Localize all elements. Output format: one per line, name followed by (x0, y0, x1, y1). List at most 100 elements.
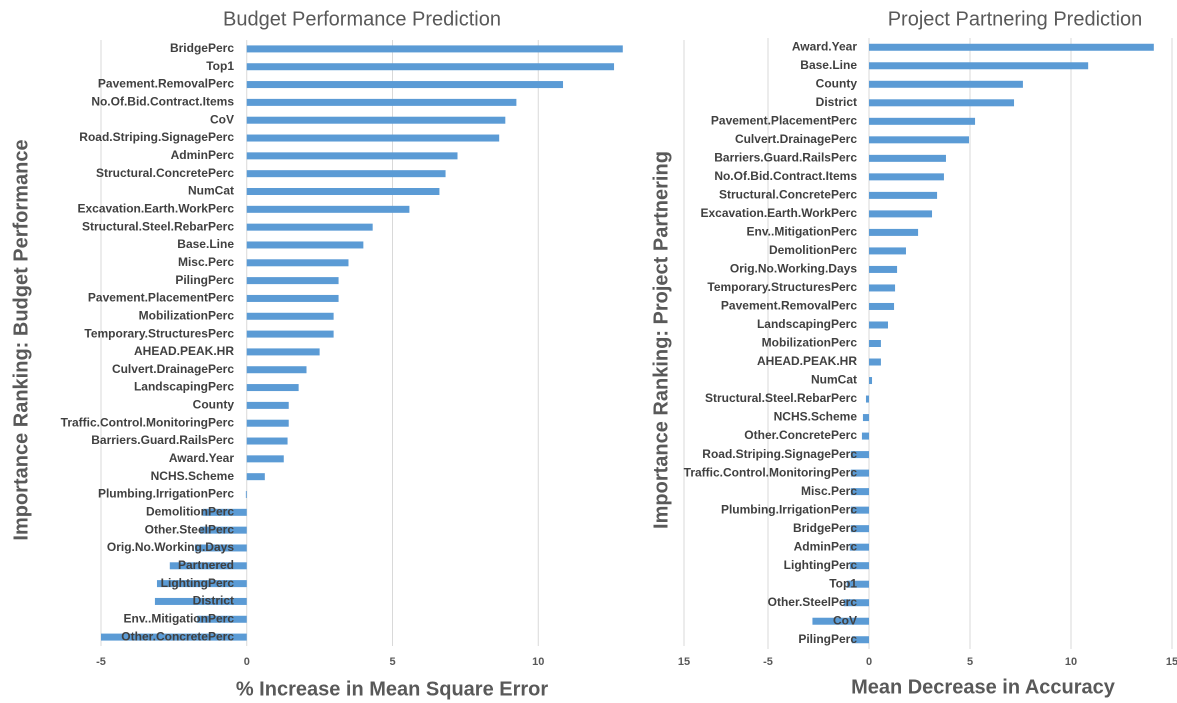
bar (245, 491, 247, 498)
x-tick-label: 5 (967, 656, 973, 668)
category-label: LandscapingPerc (757, 317, 857, 331)
category-label: Misc.Perc (178, 255, 234, 269)
bar (869, 173, 944, 181)
bar (869, 228, 919, 236)
category-label: Traffic.Control.MonitoringPerc (684, 465, 858, 479)
category-label: District (816, 95, 857, 109)
category-label: Env..MitigationPerc (747, 225, 858, 239)
bar (869, 247, 906, 255)
bar (869, 210, 933, 218)
x-tick-label: 5 (389, 656, 395, 668)
bar (246, 223, 373, 231)
category-label: Top1 (829, 576, 857, 590)
x-tick-label: 15 (678, 656, 690, 668)
category-label: Pavement.PlacementPerc (711, 113, 857, 127)
category-label: Structural.Steel.RebarPerc (705, 391, 857, 405)
bar (246, 384, 299, 392)
bar (869, 265, 898, 273)
bar (862, 414, 869, 422)
category-label: LandscapingPerc (134, 380, 234, 394)
x-axis-title: % Increase in Mean Square Error (236, 678, 549, 700)
category-label: Traffic.Control.MonitoringPerc (61, 415, 235, 429)
bar (246, 98, 517, 106)
bar (246, 45, 623, 53)
category-label: Excavation.Earth.WorkPerc (77, 201, 234, 215)
category-label: Barriers.Guard.RailsPerc (714, 151, 857, 165)
bar (869, 43, 1154, 51)
bar (197, 615, 247, 623)
x-tick-label: 0 (866, 656, 872, 668)
bar (203, 508, 247, 516)
bar (869, 321, 888, 329)
category-label: AHEAD.PEAK.HR (134, 344, 234, 358)
bar (865, 395, 869, 403)
x-tick-label: 10 (1065, 656, 1077, 668)
category-label: Other.ConcretePerc (744, 428, 857, 442)
category-label: LightingPerc (161, 576, 235, 590)
bar (850, 451, 869, 459)
bar (849, 543, 869, 551)
bar (246, 348, 320, 356)
bar (246, 188, 440, 195)
category-label: Structural.ConcretePerc (96, 166, 234, 180)
bar (861, 432, 869, 440)
category-label: LightingPerc (784, 558, 858, 572)
category-label: DemolitionPerc (146, 504, 234, 518)
x-tick-label: -5 (763, 656, 773, 668)
bar (246, 116, 506, 124)
bar (246, 134, 500, 142)
y-axis-title: Importance Ranking: Project Partnering (650, 151, 672, 529)
category-label: NCHS.Scheme (151, 469, 235, 483)
category-label: PilingPerc (798, 632, 857, 646)
category-label: District (193, 594, 234, 608)
bar (869, 154, 946, 162)
bar (246, 170, 446, 178)
bar (246, 437, 288, 445)
category-label: BridgePerc (170, 41, 234, 55)
category-label: AdminPerc (171, 148, 235, 162)
category-label: Pavement.PlacementPerc (88, 291, 234, 305)
bar (869, 62, 1089, 70)
bar (812, 617, 869, 625)
bar (246, 277, 339, 285)
bar (246, 366, 307, 374)
category-label: Pavement.RemovalPerc (98, 77, 234, 91)
x-tick-label: 0 (244, 656, 250, 668)
bar (869, 80, 1023, 88)
category-label: Misc.Perc (801, 484, 857, 498)
category-label: CoV (210, 112, 234, 126)
category-label: Structural.Steel.RebarPerc (82, 219, 234, 233)
category-label: Award.Year (792, 39, 857, 53)
category-label: No.Of.Bid.Contract.Items (91, 95, 234, 109)
category-label: Top1 (206, 59, 234, 73)
bar (200, 526, 247, 534)
category-label: Base.Line (177, 237, 234, 251)
x-tick-label: 15 (1166, 656, 1177, 668)
bar (850, 525, 869, 533)
bar (246, 473, 265, 481)
category-label: Temporary.StructuresPerc (707, 280, 857, 294)
category-label: Base.Line (800, 58, 857, 72)
bar (246, 259, 349, 267)
y-axis-title: Importance Ranking: Budget Performance (10, 139, 32, 540)
bar (246, 330, 334, 338)
chart-title: Budget Performance Prediction (223, 8, 501, 30)
category-label: Other.ConcretePerc (121, 629, 234, 643)
category-label: Award.Year (169, 451, 234, 465)
bar (850, 469, 869, 477)
bar (101, 633, 247, 641)
category-label: NCHS.Scheme (774, 410, 858, 424)
category-label: CoV (833, 613, 857, 627)
category-label: AdminPerc (794, 539, 858, 553)
bar (851, 636, 869, 644)
category-label: DemolitionPerc (769, 243, 857, 257)
category-label: Pavement.RemovalPerc (721, 299, 857, 313)
bar (869, 191, 938, 199)
bar (869, 340, 881, 347)
bar (246, 205, 410, 213)
bar (246, 152, 458, 160)
category-label: County (193, 398, 235, 412)
bar (846, 580, 869, 588)
bar (246, 401, 289, 409)
